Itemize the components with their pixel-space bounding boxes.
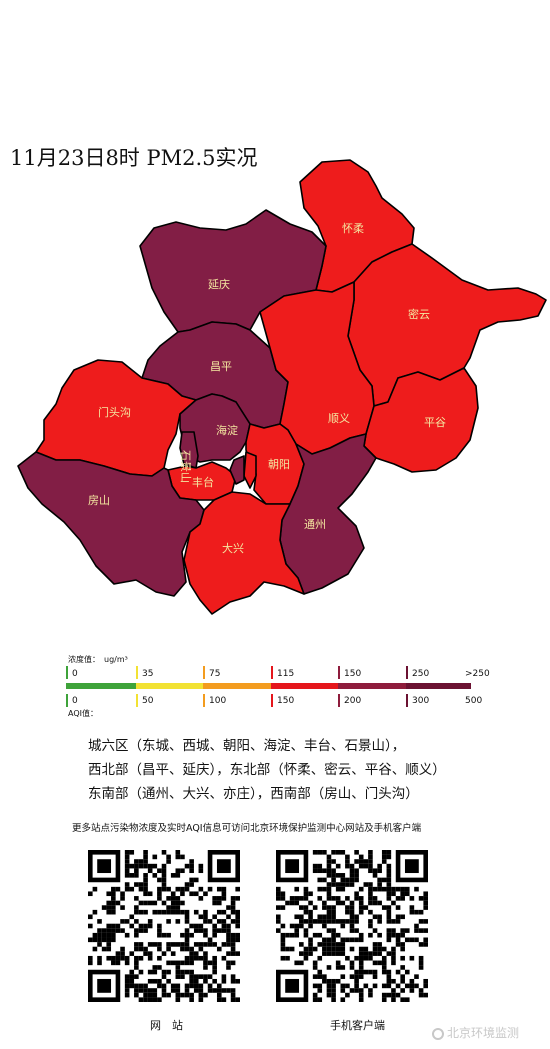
- legend-conc-value: 150: [344, 669, 362, 679]
- region-line-1: 城六区（东城、西城、朝阳、海淀、丰台、石景山），: [88, 738, 406, 754]
- legend-conc-value: 0: [72, 669, 78, 679]
- legend-color-segment: [406, 683, 471, 689]
- legend-tick: [66, 694, 68, 707]
- district-label-chaoyang: 朝阳: [268, 458, 290, 471]
- district-label-yanqing: 延庆: [208, 277, 230, 291]
- legend-aqi-value: 150: [277, 696, 295, 706]
- district-label-mentougou: 门头沟: [98, 405, 131, 419]
- district-label-fengtai: 丰台: [192, 475, 214, 489]
- legend-color-segment: [136, 683, 203, 689]
- district-daxing: [183, 491, 305, 615]
- district-label-shijingshan: 石景山: [179, 450, 192, 483]
- legend-tick: [136, 694, 138, 707]
- legend: 浓度值： ug/m³ AQI值： 0 35 75 115 150 250 >250 0 50 100…: [62, 652, 492, 720]
- district-xicheng: [229, 455, 245, 485]
- legend-conc-value: 250: [412, 669, 430, 679]
- legend-tick: [136, 666, 138, 679]
- legend-conc-value: 35: [142, 669, 154, 679]
- region-definitions: 城六区（东城、西城、朝阳、海淀、丰台、石景山）， 西北部（昌平、延庆），东北部（…: [88, 734, 446, 806]
- legend-conc-value: >250: [465, 669, 490, 679]
- legend-aqi-label: AQI值：: [68, 709, 98, 718]
- legend-color-segment: [66, 683, 136, 689]
- legend-aqi-value: 100: [209, 696, 227, 706]
- legend-tick: [406, 666, 408, 679]
- legend-aqi-value: 300: [412, 696, 430, 706]
- district-label-changping: 昌平: [210, 360, 232, 373]
- district-label-haidian: 海淀: [216, 423, 238, 437]
- map-title: 11月23日8时 PM2.5实况: [10, 146, 258, 170]
- legend-tick: [66, 666, 68, 679]
- website-qr-code[interactable]: [88, 850, 240, 1002]
- legend-color-segment: [271, 683, 338, 689]
- legend-conc-value: 115: [277, 669, 295, 679]
- legend-tick: [338, 666, 340, 679]
- legend-color-segment: [338, 683, 406, 689]
- legend-conc-value: 75: [209, 669, 221, 679]
- district-label-pinggu: 平谷: [424, 416, 446, 429]
- legend-tick: [203, 666, 205, 679]
- app-qr-label: 手机客户端: [330, 1019, 385, 1032]
- district-label-miyun: 密云: [408, 307, 430, 321]
- legend-conc-label: 浓度值： ug/m³: [68, 655, 128, 664]
- district-label-fangshan: 房山: [88, 494, 110, 507]
- legend-tick: [406, 694, 408, 707]
- website-qr-label: 网 站: [150, 1019, 183, 1032]
- legend-aqi-value: 200: [344, 696, 362, 706]
- region-line-2: 西北部（昌平、延庆），东北部（怀柔、密云、平谷、顺义）: [88, 762, 446, 778]
- district-label-huairou: 怀柔: [342, 222, 364, 235]
- district-label-tongzhou: 通州: [304, 518, 326, 531]
- district-label-daxing: 大兴: [222, 541, 244, 555]
- info-note: 更多站点污染物浓度及实时AQI信息可访问北京环境保护监测中心网站及手机客户端: [72, 823, 422, 834]
- weibo-watermark: 北京环境监测: [432, 1024, 519, 1041]
- legend-tick: [203, 694, 205, 707]
- legend-aqi-value: 50: [142, 696, 154, 706]
- district-label-shunyi: 顺义: [328, 412, 350, 425]
- legend-tick: [338, 694, 340, 707]
- app-qr-code[interactable]: [276, 850, 428, 1002]
- legend-tick: [271, 666, 273, 679]
- legend-tick: [271, 694, 273, 707]
- region-line-3: 东南部（通州、大兴、亦庄），西南部（房山、门头沟）: [88, 786, 419, 802]
- legend-color-segment: [203, 683, 271, 689]
- legend-aqi-value: 0: [72, 696, 78, 706]
- legend-aqi-value: 500: [465, 696, 483, 706]
- weibo-icon: [432, 1027, 444, 1040]
